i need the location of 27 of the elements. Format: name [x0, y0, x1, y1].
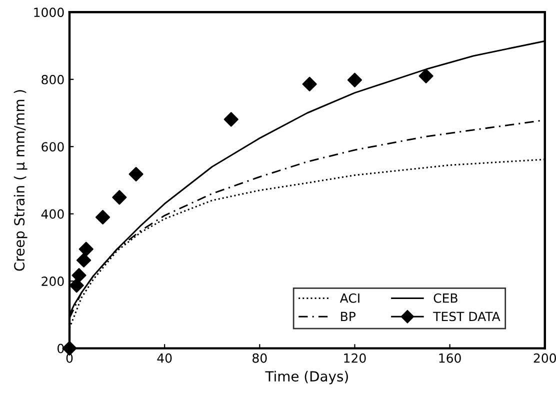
legend-label: CEB [434, 293, 458, 303]
y-tick-label: 400 [41, 209, 64, 219]
x-tick-label: 40 [157, 353, 172, 363]
y-tick-label: 600 [42, 142, 64, 152]
point [95, 210, 110, 224]
point [302, 76, 317, 92]
x-tick-label: 80 [252, 353, 267, 363]
x-tick-label: 120 [344, 353, 366, 363]
y-tick-label: 800 [42, 74, 64, 84]
legend-label: ACI [340, 293, 360, 303]
y-axis-title: Creep Strain ( μ mm/mm ) [14, 90, 28, 271]
point [418, 68, 434, 84]
point [72, 268, 86, 283]
point [347, 72, 362, 88]
x-axis-title: Time (Days) [265, 370, 348, 384]
point [128, 166, 144, 182]
point [76, 252, 92, 268]
point [224, 112, 238, 127]
y-tick-label: 1000 [34, 8, 64, 18]
point [78, 242, 94, 256]
x-tick-label: 160 [439, 353, 461, 363]
point [112, 190, 127, 205]
legend-label: BP [341, 312, 356, 322]
point [69, 278, 84, 293]
legend-label: TEST DATA [433, 312, 500, 322]
x-tick-label: 200 [534, 353, 556, 363]
y-tick-label: 200 [42, 276, 64, 286]
